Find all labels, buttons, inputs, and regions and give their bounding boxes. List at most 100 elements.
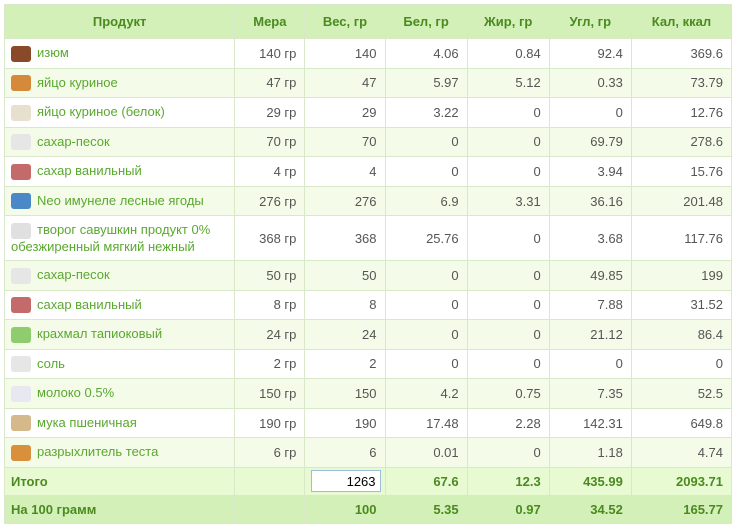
- cell-cal: 86.4: [631, 320, 731, 350]
- product-icon: [11, 415, 31, 431]
- cell-cal: 52.5: [631, 379, 731, 409]
- cell-protein: 5.97: [385, 68, 467, 98]
- product-link[interactable]: сахар-песок: [37, 134, 110, 149]
- product-cell: яйцо куриное (белок): [5, 98, 235, 128]
- cell-weight: 47: [305, 68, 385, 98]
- product-cell: мука пшеничная: [5, 408, 235, 438]
- col-cal: Кал, ккал: [631, 5, 731, 39]
- cell-protein: 0: [385, 157, 467, 187]
- cell-weight: 2: [305, 349, 385, 379]
- product-link[interactable]: творог савушкин продукт 0% обезжиренный …: [11, 222, 210, 254]
- row-per100: На 100 грамм 100 5.35 0.97 34.52 165.77: [5, 495, 732, 523]
- table-row: сахар ванильный4 гр4003.9415.76: [5, 157, 732, 187]
- product-link[interactable]: сахар ванильный: [37, 163, 142, 178]
- cell-measure: 190 гр: [235, 408, 305, 438]
- product-icon: [11, 223, 31, 239]
- col-product: Продукт: [5, 5, 235, 39]
- product-link[interactable]: крахмал тапиоковый: [37, 326, 162, 341]
- product-link[interactable]: молоко 0.5%: [37, 385, 114, 400]
- product-icon: [11, 356, 31, 372]
- cell-protein: 4.06: [385, 39, 467, 69]
- product-link[interactable]: сахар-песок: [37, 267, 110, 282]
- cell-weight: 190: [305, 408, 385, 438]
- product-icon: [11, 327, 31, 343]
- cell-carb: 21.12: [549, 320, 631, 350]
- cell-fat: 0.84: [467, 39, 549, 69]
- product-cell: соль: [5, 349, 235, 379]
- col-fat: Жир, гр: [467, 5, 549, 39]
- product-link[interactable]: изюм: [37, 45, 69, 60]
- col-carb: Угл, гр: [549, 5, 631, 39]
- cell-cal: 12.76: [631, 98, 731, 128]
- cell-carb: 49.85: [549, 260, 631, 290]
- table-row: сахар-песок70 гр700069.79278.6: [5, 127, 732, 157]
- product-icon: [11, 75, 31, 91]
- row-total: Итого 67.6 12.3 435.99 2093.71: [5, 467, 732, 495]
- product-cell: сахар ванильный: [5, 290, 235, 320]
- product-icon: [11, 268, 31, 284]
- product-icon: [11, 134, 31, 150]
- cell-carb: 0.33: [549, 68, 631, 98]
- product-cell: творог савушкин продукт 0% обезжиренный …: [5, 216, 235, 261]
- total-weight-input[interactable]: [311, 470, 381, 492]
- table-row: молоко 0.5%150 гр1504.20.757.3552.5: [5, 379, 732, 409]
- cell-protein: 0: [385, 127, 467, 157]
- product-link[interactable]: Neo имунеле лесные ягоды: [37, 193, 204, 208]
- cell-protein: 0: [385, 349, 467, 379]
- per100-carb: 34.52: [549, 495, 631, 523]
- cell-fat: 0: [467, 349, 549, 379]
- cell-carb: 142.31: [549, 408, 631, 438]
- cell-protein: 0: [385, 290, 467, 320]
- cell-measure: 50 гр: [235, 260, 305, 290]
- col-measure: Мера: [235, 5, 305, 39]
- cell-measure: 2 гр: [235, 349, 305, 379]
- cell-protein: 6.9: [385, 186, 467, 216]
- product-cell: Neo имунеле лесные ягоды: [5, 186, 235, 216]
- product-icon: [11, 105, 31, 121]
- cell-measure: 4 гр: [235, 157, 305, 187]
- total-cal: 2093.71: [631, 467, 731, 495]
- per100-weight: 100: [305, 495, 385, 523]
- total-fat: 12.3: [467, 467, 549, 495]
- cell-weight: 29: [305, 98, 385, 128]
- product-link[interactable]: разрыхлитель теста: [37, 444, 158, 459]
- cell-weight: 150: [305, 379, 385, 409]
- cell-cal: 199: [631, 260, 731, 290]
- table-row: творог савушкин продукт 0% обезжиренный …: [5, 216, 732, 261]
- table-row: Neo имунеле лесные ягоды276 гр2766.93.31…: [5, 186, 732, 216]
- cell-weight: 276: [305, 186, 385, 216]
- product-link[interactable]: яйцо куриное: [37, 75, 118, 90]
- cell-fat: 0.75: [467, 379, 549, 409]
- cell-cal: 369.6: [631, 39, 731, 69]
- product-link[interactable]: яйцо куриное (белок): [37, 104, 165, 119]
- cell-measure: 29 гр: [235, 98, 305, 128]
- table-row: крахмал тапиоковый24 гр240021.1286.4: [5, 320, 732, 350]
- cell-weight: 4: [305, 157, 385, 187]
- product-cell: разрыхлитель теста: [5, 438, 235, 468]
- product-link[interactable]: соль: [37, 356, 65, 371]
- cell-carb: 0: [549, 349, 631, 379]
- table-row: яйцо куриное47 гр475.975.120.3373.79: [5, 68, 732, 98]
- per100-label: На 100 грамм: [5, 495, 235, 523]
- cell-carb: 36.16: [549, 186, 631, 216]
- cell-fat: 0: [467, 320, 549, 350]
- product-cell: молоко 0.5%: [5, 379, 235, 409]
- cell-measure: 8 гр: [235, 290, 305, 320]
- table-row: яйцо куриное (белок)29 гр293.220012.76: [5, 98, 732, 128]
- product-cell: сахар ванильный: [5, 157, 235, 187]
- cell-fat: 0: [467, 127, 549, 157]
- cell-protein: 0: [385, 260, 467, 290]
- cell-protein: 17.48: [385, 408, 467, 438]
- cell-cal: 278.6: [631, 127, 731, 157]
- cell-cal: 649.8: [631, 408, 731, 438]
- cell-cal: 4.74: [631, 438, 731, 468]
- cell-cal: 117.76: [631, 216, 731, 261]
- cell-fat: 2.28: [467, 408, 549, 438]
- cell-protein: 25.76: [385, 216, 467, 261]
- product-icon: [11, 386, 31, 402]
- product-link[interactable]: мука пшеничная: [37, 415, 137, 430]
- cell-fat: 0: [467, 290, 549, 320]
- cell-weight: 368: [305, 216, 385, 261]
- cell-weight: 24: [305, 320, 385, 350]
- product-link[interactable]: сахар ванильный: [37, 297, 142, 312]
